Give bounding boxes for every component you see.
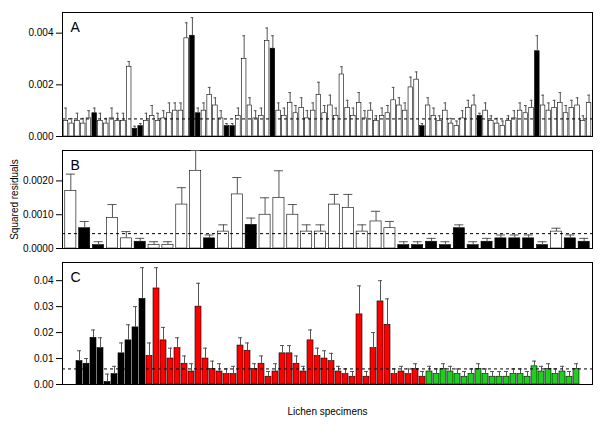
svg-text:Squared residuals: Squared residuals: [9, 159, 20, 240]
svg-text:Lichen specimens: Lichen specimens: [287, 406, 367, 417]
svg-text:0.0000: 0.0000: [23, 243, 54, 254]
svg-text:0.000: 0.000: [28, 131, 53, 142]
svg-text:C: C: [71, 269, 81, 285]
svg-text:0.0020: 0.0020: [23, 175, 54, 186]
svg-text:0.04: 0.04: [34, 275, 54, 286]
svg-text:0.00: 0.00: [34, 379, 54, 390]
svg-text:0.002: 0.002: [28, 79, 53, 90]
svg-text:0.01: 0.01: [34, 353, 54, 364]
svg-text:0.03: 0.03: [34, 301, 54, 312]
svg-text:0.02: 0.02: [34, 327, 54, 338]
svg-text:0.0010: 0.0010: [23, 209, 54, 220]
svg-text:A: A: [71, 19, 81, 35]
svg-text:0.004: 0.004: [28, 27, 53, 38]
svg-text:B: B: [71, 157, 80, 173]
